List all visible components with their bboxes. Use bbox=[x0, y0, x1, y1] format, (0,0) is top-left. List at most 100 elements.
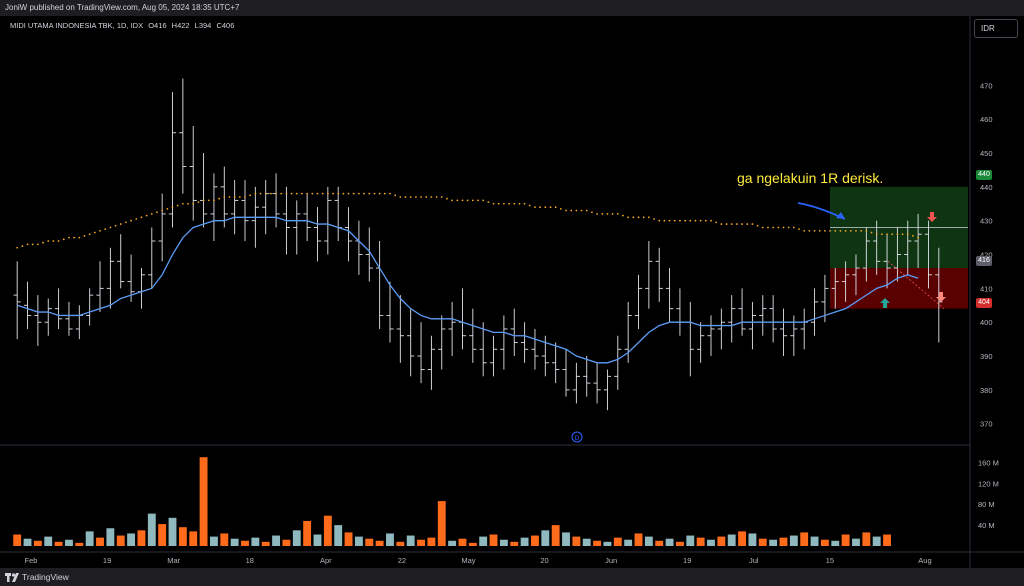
long-ma-dot bbox=[668, 219, 671, 222]
volume-bar bbox=[168, 517, 177, 546]
long-ma-dot bbox=[461, 199, 464, 202]
long-ma-dot bbox=[285, 192, 288, 195]
long-ma-dot bbox=[580, 209, 583, 212]
long-ma-dot bbox=[637, 216, 640, 219]
volume-bar bbox=[365, 538, 374, 546]
volume-bar bbox=[85, 531, 94, 546]
long-ma-dot bbox=[378, 192, 381, 195]
price-chart[interactable]: 370 380 390 400 410 420 430 440 450 460 470 40 M 80 … bbox=[0, 16, 1024, 568]
long-ma-dot bbox=[751, 223, 754, 225]
price-tick-label: 470 bbox=[980, 81, 993, 90]
volume-tick-label: 40 M bbox=[978, 521, 995, 530]
volume-bar bbox=[831, 540, 840, 546]
long-ma-dot bbox=[337, 192, 340, 195]
long-ma-dot bbox=[301, 192, 303, 195]
long-ma-dot bbox=[264, 192, 267, 195]
volume-bar bbox=[593, 540, 602, 546]
long-ma-dot bbox=[575, 209, 578, 212]
long-ma-dot bbox=[689, 219, 692, 222]
time-tick-label: Jun bbox=[605, 556, 617, 565]
price-tick-label: 380 bbox=[980, 386, 993, 395]
long-ma-dot bbox=[47, 240, 50, 242]
long-ma-dot bbox=[855, 229, 857, 232]
long-ma-dot bbox=[891, 233, 894, 236]
long-ma-dot bbox=[606, 213, 609, 215]
volume-bar bbox=[603, 541, 612, 546]
symbol-name: MIDI UTAMA INDONESIA TBK, 1D, IDX bbox=[10, 21, 144, 30]
long-ma-dot bbox=[192, 202, 195, 205]
long-ma-dot bbox=[16, 246, 19, 249]
price-tick-label: 390 bbox=[980, 352, 993, 361]
long-ma-dot bbox=[487, 201, 490, 203]
long-ma-dot bbox=[109, 226, 112, 229]
long-ma-dot bbox=[150, 213, 153, 215]
long-ma-dot bbox=[228, 196, 231, 198]
long-ma-dot bbox=[290, 192, 293, 195]
long-ma-dot bbox=[901, 233, 904, 236]
volume-bar bbox=[272, 535, 281, 546]
volume-bar bbox=[789, 535, 798, 546]
time-tick-label: Jul bbox=[749, 556, 759, 565]
long-ma-dot bbox=[238, 196, 241, 198]
long-ma-dot bbox=[772, 226, 775, 229]
long-ma-dot bbox=[699, 219, 702, 222]
time-tick-label: 19 bbox=[683, 556, 691, 565]
long-ma-dot bbox=[451, 199, 454, 202]
long-ma-dot bbox=[389, 192, 391, 195]
volume-bar bbox=[613, 537, 622, 546]
volume-bar bbox=[209, 536, 218, 546]
long-ma-dot bbox=[497, 202, 500, 205]
time-tick-label: Mar bbox=[167, 556, 180, 565]
long-ma-dot bbox=[280, 192, 283, 195]
volume-bar bbox=[665, 538, 674, 546]
close-value: 406 bbox=[221, 21, 235, 30]
volume-tick-label: 120 M bbox=[978, 479, 999, 488]
long-ma-dot bbox=[647, 216, 650, 219]
long-ma-dot bbox=[642, 216, 645, 219]
time-tick-label: 20 bbox=[540, 556, 548, 565]
volume-bar bbox=[717, 536, 726, 546]
long-ma-dot bbox=[508, 202, 510, 205]
volume-bar bbox=[489, 534, 498, 546]
long-ma-dot bbox=[425, 196, 428, 198]
volume-bar bbox=[220, 533, 229, 546]
volume-bar bbox=[334, 525, 343, 546]
long-ma-dot bbox=[534, 206, 536, 209]
long-ma-dot bbox=[68, 236, 70, 239]
open-value: 416 bbox=[154, 21, 167, 30]
long-ma-dot bbox=[88, 233, 91, 236]
volume-bar bbox=[531, 535, 539, 546]
price-tick-label: 420 bbox=[980, 251, 993, 260]
long-ma-dot bbox=[326, 192, 329, 195]
low-label: L bbox=[194, 21, 199, 30]
time-tick-label: Apr bbox=[320, 556, 332, 565]
long-ma-dot bbox=[446, 197, 448, 200]
long-ma-dot bbox=[896, 233, 899, 236]
volume-bar bbox=[33, 540, 42, 546]
long-ma-dot bbox=[502, 202, 505, 205]
volume-bar bbox=[75, 542, 84, 546]
close-label: C bbox=[216, 21, 222, 30]
long-ma-dot bbox=[119, 223, 122, 225]
chart-annotation[interactable]: ga ngelakuin 1R derisk. bbox=[737, 170, 884, 186]
volume-bar bbox=[862, 532, 871, 546]
long-ma-dot bbox=[414, 196, 417, 198]
volume-bar bbox=[872, 536, 881, 546]
volume-bar bbox=[54, 541, 63, 546]
currency-button[interactable]: IDR bbox=[974, 19, 1018, 38]
long-ma-dot bbox=[611, 213, 614, 215]
volume-bar bbox=[147, 513, 156, 546]
price-tick-label: 450 bbox=[980, 149, 993, 158]
long-ma-dot bbox=[259, 192, 262, 195]
volume-bar bbox=[582, 538, 591, 546]
long-ma-dot bbox=[544, 206, 547, 209]
long-ma-dot bbox=[383, 192, 386, 195]
long-ma-dot bbox=[839, 229, 842, 232]
price-tick-label: 410 bbox=[980, 284, 993, 293]
long-ma-dot bbox=[135, 218, 138, 220]
volume-bar bbox=[65, 539, 73, 546]
volume-bar bbox=[282, 539, 291, 546]
long-ma-dot bbox=[21, 245, 24, 247]
volume-bar bbox=[458, 538, 467, 546]
tradingview-logo[interactable]: TradingView bbox=[5, 572, 69, 583]
